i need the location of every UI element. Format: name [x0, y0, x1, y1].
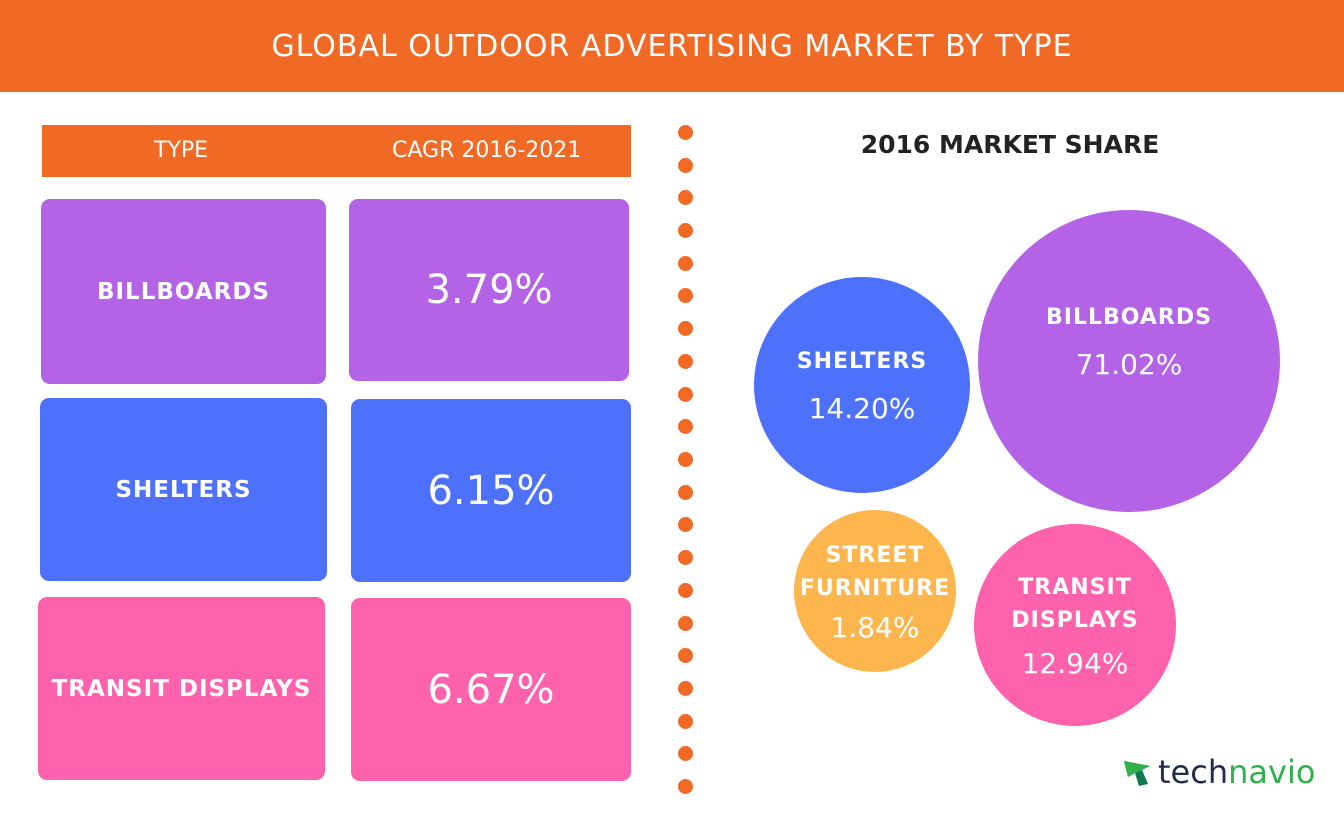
divider-dot — [678, 779, 693, 794]
divider-dot — [678, 746, 693, 761]
bubble-street-furniture-label-1: STREET — [825, 542, 925, 568]
divider-dot — [678, 616, 693, 631]
divider-dot — [678, 321, 693, 336]
divider-dot — [678, 256, 693, 271]
bubble-shelters-value: 14.20% — [808, 392, 916, 425]
divider-dot — [678, 158, 693, 173]
row-shelters-cagr: 6.15% — [351, 399, 631, 582]
divider-dot — [678, 419, 693, 434]
divider-dot — [678, 223, 693, 238]
bubble-street-furniture: STREET FURNITURE 1.84% — [794, 510, 956, 672]
divider-dot — [678, 485, 693, 500]
divider-dot — [678, 288, 693, 303]
technavio-logo: tech navio — [1122, 752, 1315, 792]
divider-dot — [678, 648, 693, 663]
divider-dot — [678, 387, 693, 402]
bubble-transit-displays: TRANSIT DISPLAYS 12.94% — [974, 524, 1176, 726]
divider-dot — [678, 190, 693, 205]
page-title: GLOBAL OUTDOOR ADVERTISING MARKET BY TYP… — [271, 28, 1073, 64]
table-header: TYPE CAGR 2016-2021 — [42, 125, 631, 177]
bubble-shelters-label: SHELTERS — [796, 349, 928, 374]
market-share-title: 2016 MARKET SHARE — [860, 130, 1160, 159]
bubble-transit-displays-label-2: DISPLAYS — [1011, 607, 1139, 633]
divider-dot — [678, 583, 693, 598]
divider-dot — [678, 714, 693, 729]
row-transit-displays-type: TRANSIT DISPLAYS — [38, 597, 325, 780]
bubble-street-furniture-label-2: FURNITURE — [799, 575, 951, 601]
divider-dot — [678, 550, 693, 565]
divider-dot — [678, 354, 693, 369]
column-header-cagr: CAGR 2016-2021 — [392, 138, 582, 163]
divider-dot — [678, 125, 693, 140]
bubble-transit-displays-value: 12.94% — [1021, 646, 1129, 680]
logo-text-navio: navio — [1228, 753, 1316, 791]
row-billboards-cagr: 3.79% — [349, 199, 629, 381]
bubble-billboards: BILLBOARDS 71.02% — [978, 210, 1280, 512]
divider-dot — [678, 517, 693, 532]
divider-dot — [678, 452, 693, 467]
technavio-arrow-icon — [1124, 761, 1150, 786]
row-billboards-type: BILLBOARDS — [41, 199, 326, 384]
logo-text-tech: tech — [1158, 753, 1229, 791]
divider-dot — [678, 681, 693, 696]
bubble-street-furniture-value: 1.84% — [830, 610, 920, 644]
title-banner: GLOBAL OUTDOOR ADVERTISING MARKET BY TYP… — [0, 0, 1344, 92]
bubble-billboards-label: BILLBOARDS — [1046, 305, 1212, 330]
row-shelters-type: SHELTERS — [40, 398, 327, 581]
column-header-type: TYPE — [154, 138, 209, 163]
bubble-transit-displays-label-1: TRANSIT — [1018, 574, 1132, 600]
bubble-shelters: SHELTERS 14.20% — [754, 277, 970, 493]
bubble-billboards-value: 71.02% — [1075, 348, 1183, 381]
row-transit-displays-cagr: 6.67% — [351, 598, 631, 781]
